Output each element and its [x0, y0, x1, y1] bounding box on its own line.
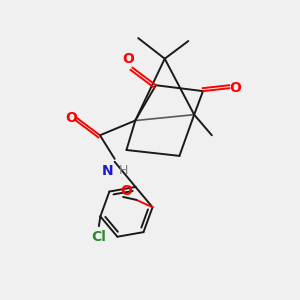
Text: H: H	[119, 164, 128, 177]
Text: O: O	[229, 81, 241, 95]
Text: O: O	[122, 52, 134, 66]
Text: N: N	[102, 164, 113, 178]
Text: Cl: Cl	[92, 230, 106, 244]
Text: O: O	[65, 111, 77, 124]
Text: O: O	[120, 184, 132, 198]
